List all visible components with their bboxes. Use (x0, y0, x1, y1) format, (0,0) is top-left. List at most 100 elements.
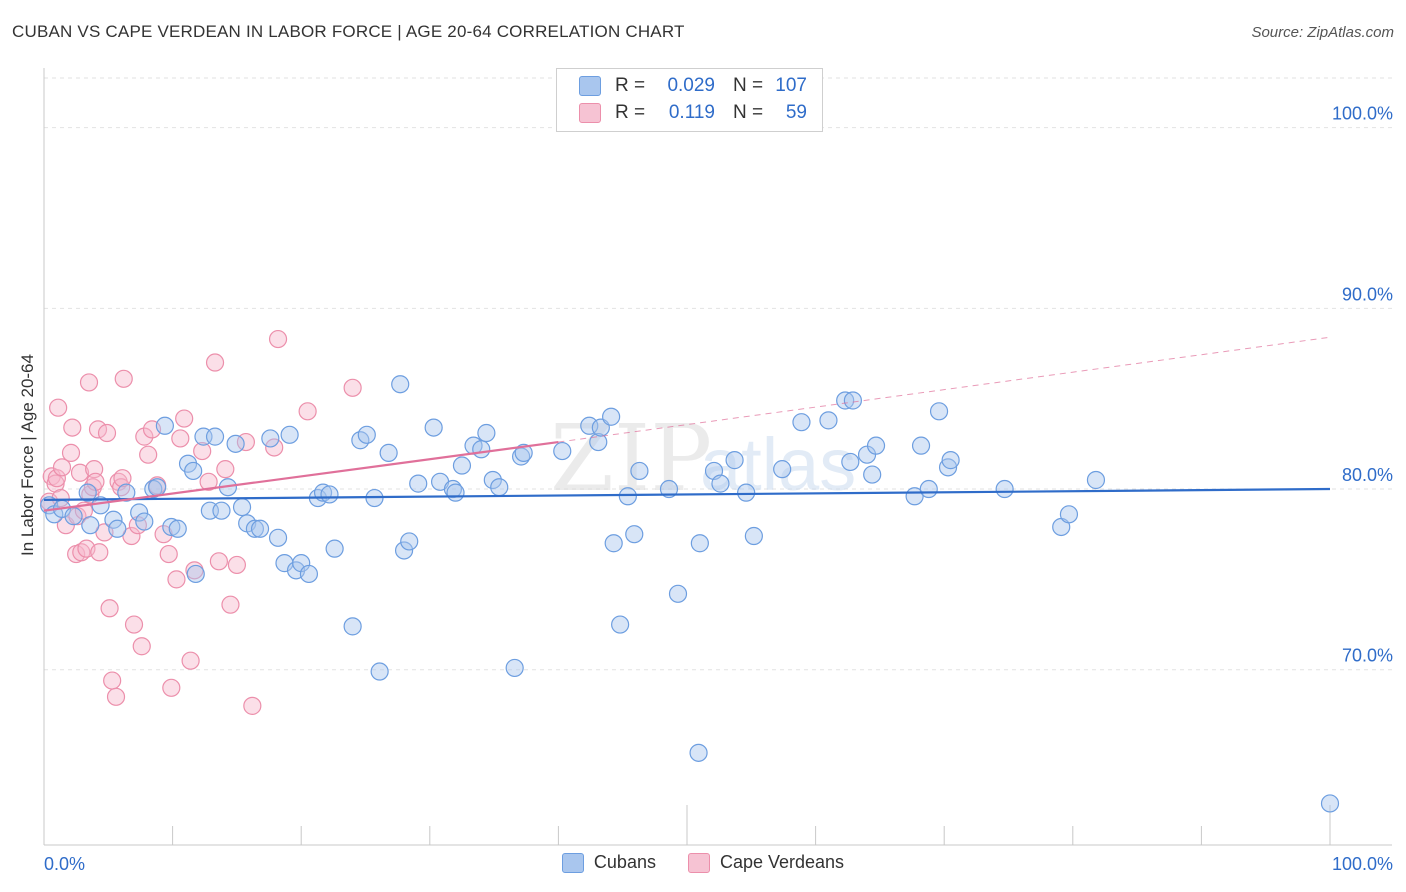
cuban-point (394, 541, 414, 560)
cuban-point (929, 402, 949, 421)
cuban-point (245, 519, 265, 538)
n-value: 107 (775, 75, 807, 96)
cuban-point (212, 501, 231, 520)
cuban-point (261, 429, 280, 448)
cape-verdean-point (106, 687, 126, 706)
cape-verdean-point (132, 637, 151, 656)
cuban-point (625, 525, 644, 544)
r-label: R = (615, 75, 646, 96)
cuban-point (232, 497, 252, 517)
cuban-point (863, 465, 882, 484)
cuban-point (866, 436, 886, 455)
y-tick-label: 80.0% (1342, 465, 1393, 485)
n-label: N = (733, 75, 764, 96)
cuban-point (843, 391, 862, 410)
cuban-point (841, 452, 860, 472)
cape-verdean-point (243, 696, 262, 715)
cape-verdeans-legend-swatch (687, 852, 710, 873)
cuban-point (184, 461, 203, 481)
cape-verdean-point (159, 544, 178, 564)
cuban-point (477, 423, 496, 443)
cuban-point (938, 458, 958, 477)
cuban-point (668, 584, 688, 603)
cape-verdean-point (88, 420, 108, 439)
cuban-point (490, 478, 509, 497)
legend-row-cubans: R = 0.029 N = 107 (579, 74, 807, 98)
cuban-point (135, 512, 154, 531)
cuban-point (391, 375, 410, 394)
cape-verdean-point (343, 378, 362, 397)
cape-verdean-point (268, 329, 288, 349)
y-tick-label: 70.0% (1342, 646, 1393, 666)
cape-verdean-point (70, 463, 90, 482)
cape-verdean-point (122, 526, 141, 546)
cuban-point (343, 617, 362, 636)
cuban-point (630, 461, 649, 481)
cape-verdean-point (100, 599, 119, 618)
r-label: R = (615, 102, 646, 123)
cuban-point (299, 564, 319, 584)
cape-verdean-point (216, 460, 235, 479)
cuban-points (40, 375, 1340, 813)
cape-verdean-point (135, 427, 154, 446)
cuban-point (357, 425, 376, 444)
cuban-point (424, 418, 443, 437)
cuban-point (370, 662, 389, 681)
cape-verdean-point (162, 678, 181, 697)
cuban-point (514, 443, 533, 462)
cuban-point (168, 519, 187, 538)
cuban-point (711, 474, 730, 493)
cuban-point (250, 519, 270, 538)
cape-verdean-point (124, 615, 144, 634)
cuban-point (602, 407, 621, 426)
cuban-point (618, 487, 637, 506)
cuban-point (81, 516, 100, 535)
chart-title: CUBAN VS CAPE VERDEAN IN LABOR FORCE | A… (12, 22, 685, 41)
x-tick-label: 0.0% (44, 854, 85, 874)
r-value: 0.029 (667, 75, 715, 96)
cape-verdean-point (181, 651, 200, 670)
cape-verdean-point (103, 671, 122, 690)
tick-labels: 70.0% 80.0% 90.0% 100.0% 0.0% 100.0% (44, 104, 1393, 874)
cape-verdean-point (114, 369, 133, 388)
cuban-point (186, 564, 205, 584)
cape-verdean-point (139, 445, 158, 464)
y-tick-label: 100.0% (1332, 104, 1393, 124)
cape-verdean-point (298, 402, 317, 421)
cuban-point (280, 425, 299, 444)
cape-verdean-point (171, 429, 190, 448)
cuban-point (919, 479, 938, 499)
cuban-point (611, 615, 630, 634)
cuban-point (325, 539, 344, 558)
cuban-point (108, 519, 127, 538)
cuban-point (690, 534, 709, 553)
legend-item-cubans: Cubans (561, 852, 656, 873)
cape-verdean-point (175, 409, 194, 428)
series-legend: Cubans Cape Verdeans (0, 852, 1406, 873)
n-value: 59 (785, 102, 807, 123)
cubans-trend-line (43, 487, 1331, 501)
cuban-point (155, 416, 174, 435)
cape-verdean-point (199, 472, 218, 491)
cape-verdean-point (90, 543, 109, 562)
cuban-point (379, 443, 398, 462)
n-label: N = (733, 102, 764, 123)
cape-verdean-point (63, 418, 82, 437)
cape-verdean-point (265, 438, 284, 457)
cuban-point (205, 427, 225, 446)
cape-verdean-point (112, 478, 131, 497)
cape-verdean-point (205, 353, 225, 372)
cuban-point (725, 451, 744, 470)
cuban-point (604, 534, 623, 553)
cuban-point (78, 483, 97, 502)
legend-row-cape-verdeans: R = 0.119 N = 59 (579, 101, 807, 125)
cuban-point (589, 432, 608, 452)
cubans-legend-swatch (561, 852, 584, 873)
cape-verdeans-trend-line (43, 440, 559, 512)
cape-verdean-point (52, 458, 72, 477)
cape-verdean-point (209, 552, 228, 571)
cape-verdean-point (47, 469, 66, 488)
cuban-point (130, 503, 149, 522)
cuban-point (472, 440, 491, 459)
